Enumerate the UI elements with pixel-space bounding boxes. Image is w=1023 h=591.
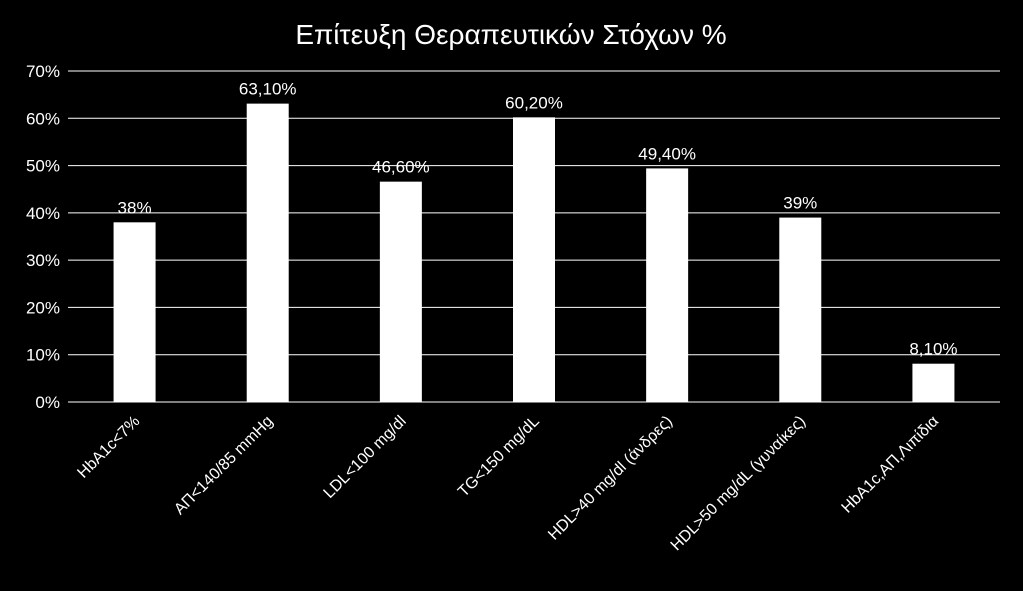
y-tick-label: 40% bbox=[26, 204, 60, 223]
data-label: 49,40% bbox=[638, 144, 696, 163]
x-axis-tick-labels: HbA1c<7% ΑΠ<140/85 mmHg LDL<100 mg/dl TG<15… bbox=[74, 413, 942, 554]
bar bbox=[246, 103, 289, 403]
data-label: 39% bbox=[783, 194, 817, 213]
y-tick-label: 30% bbox=[26, 251, 60, 270]
y-tick-label: 60% bbox=[26, 109, 60, 128]
bar bbox=[646, 168, 689, 402]
bar bbox=[379, 181, 422, 402]
y-tick-label: 0% bbox=[35, 393, 60, 412]
y-tick-label: 70% bbox=[26, 62, 60, 81]
y-axis-tick-labels: 0% 10% 20% 30% 40% 50% 60% 70% bbox=[26, 62, 60, 412]
y-tick-label: 50% bbox=[26, 157, 60, 176]
x-tick-label: HDL>40 mg/dl (άνδρες) bbox=[545, 413, 676, 544]
bar bbox=[779, 217, 822, 402]
data-label: 38% bbox=[118, 198, 152, 217]
data-label: 46,60% bbox=[372, 158, 430, 177]
bars bbox=[113, 103, 955, 403]
x-tick-label: HDL>50 mg/dL (γυναίκες) bbox=[668, 413, 809, 554]
x-tick-label: LDL<100 mg/dl bbox=[321, 413, 410, 502]
data-labels: 38% 63,10% 46,60% 60,20% 49,40% 39% 8,10% bbox=[118, 80, 958, 359]
bar bbox=[113, 222, 156, 402]
bar bbox=[513, 117, 555, 402]
x-tick-label: ΑΠ<140/85 mmHg bbox=[171, 413, 276, 518]
x-tick-label: TG<150 mg/dL bbox=[455, 413, 543, 501]
chart-title: Επίτευξη Θεραπευτικών Στόχων % bbox=[295, 19, 726, 50]
y-tick-label: 20% bbox=[26, 298, 60, 317]
x-tick-label: HbA1c,ΑΠ,Λιπίδια bbox=[839, 413, 943, 517]
bar bbox=[912, 363, 955, 402]
x-tick-label: HbA1c<7% bbox=[74, 413, 143, 482]
data-label: 8,10% bbox=[909, 340, 957, 359]
data-label: 63,10% bbox=[239, 80, 297, 99]
y-tick-label: 10% bbox=[26, 346, 60, 365]
data-label: 60,20% bbox=[505, 93, 563, 112]
